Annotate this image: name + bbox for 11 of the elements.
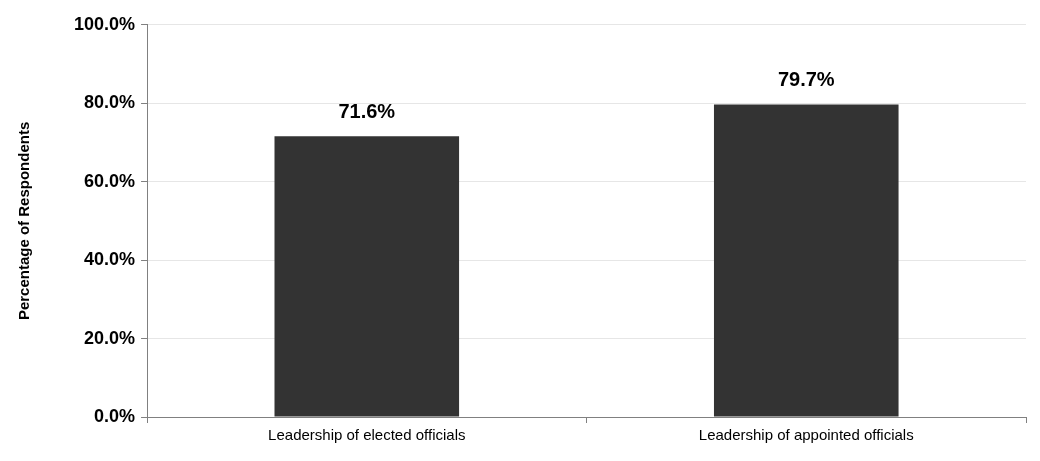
x-tick-label: Leadership of appointed officials: [698, 426, 914, 444]
y-axis-title: Percentage of Respondents: [15, 121, 33, 321]
y-tick-label: 0.0%: [94, 405, 136, 426]
x-tick-label: Leadership of elected officials: [268, 426, 466, 444]
y-tick-label: 80.0%: [84, 92, 136, 113]
data-label: 79.7%: [777, 67, 835, 90]
data-label: 71.6%: [338, 99, 396, 122]
y-tick-label: 40.0%: [84, 249, 136, 270]
y-tick-label: 100.0%: [73, 13, 136, 34]
y-tick-label: 60.0%: [84, 170, 136, 191]
y-tick-label: 20.0%: [84, 327, 136, 348]
